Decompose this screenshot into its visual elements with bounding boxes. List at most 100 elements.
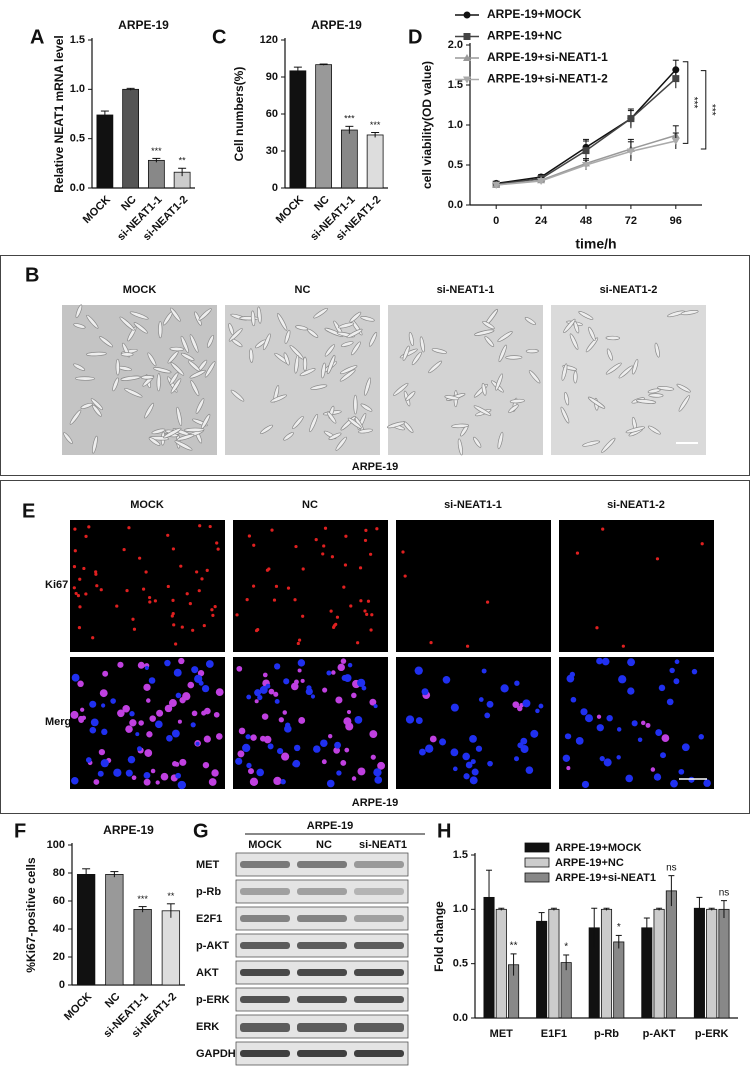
image-title: si-NEAT1-2 <box>600 284 658 296</box>
nucleus <box>166 734 173 742</box>
cell <box>198 308 212 321</box>
fluorescence-image <box>233 657 388 789</box>
y-tick-label: 30 <box>266 145 278 157</box>
nucleus <box>70 710 79 719</box>
x-tick-label: 24 <box>535 215 548 227</box>
nucleus <box>655 729 663 736</box>
cell <box>473 436 482 448</box>
ki67-dot <box>171 547 176 551</box>
cell <box>444 395 460 401</box>
cell <box>498 344 507 363</box>
nucleus <box>374 776 383 784</box>
blot-label: E2F1 <box>196 913 222 925</box>
ki67-dot <box>267 567 271 571</box>
nucleus <box>168 699 177 707</box>
cell <box>169 307 181 322</box>
bar <box>653 908 665 1019</box>
ki67-dot <box>72 564 77 569</box>
ki67-dot <box>700 542 704 546</box>
nucleus <box>669 667 675 674</box>
nucleus <box>93 779 100 785</box>
cell <box>147 352 157 367</box>
significance: * <box>564 942 568 953</box>
cell <box>347 417 362 429</box>
cell <box>481 382 487 396</box>
cell <box>680 310 699 316</box>
cell <box>228 328 243 342</box>
blot-band <box>240 1023 290 1032</box>
error-bar <box>720 900 727 919</box>
nucleus <box>101 703 106 708</box>
nucleus <box>249 777 259 786</box>
nucleus <box>177 780 187 790</box>
cell <box>528 370 541 384</box>
nucleus <box>465 761 473 769</box>
nucleus <box>246 694 252 700</box>
nucleus <box>333 747 341 754</box>
ki67-dot <box>191 628 195 632</box>
panel-letter: G <box>193 820 209 842</box>
nucleus <box>273 691 279 697</box>
nucleus <box>328 733 333 739</box>
blot-band <box>240 969 290 976</box>
significance: ** <box>167 891 175 901</box>
bar <box>96 114 114 189</box>
ki67-dot <box>375 527 379 531</box>
cell <box>497 331 513 343</box>
ki67-dot <box>286 586 291 590</box>
x-tick-label: NC <box>119 194 139 214</box>
cell <box>151 428 166 435</box>
ki67-dot <box>171 598 175 602</box>
cell <box>63 432 73 444</box>
error-bar <box>603 907 610 911</box>
cell <box>676 383 691 393</box>
nucleus <box>208 778 217 786</box>
ki67-dot <box>344 534 348 538</box>
nucleus <box>627 687 635 695</box>
cell <box>324 344 335 357</box>
ki67-dot <box>78 605 82 609</box>
y-tick-label: 90 <box>266 71 278 83</box>
nucleus <box>475 745 483 752</box>
ki67-dot <box>185 592 189 596</box>
cell <box>495 373 503 391</box>
x-axis-label: time/h <box>575 236 616 252</box>
x-tick-label: p-Rb <box>594 1028 619 1040</box>
cell <box>284 329 291 344</box>
nucleus <box>122 705 130 713</box>
nucleus <box>242 743 251 753</box>
cell <box>167 350 179 364</box>
cell <box>625 426 646 434</box>
nucleus <box>117 661 124 668</box>
cell <box>474 329 495 336</box>
nucleus <box>335 696 343 704</box>
nucleus <box>146 698 151 703</box>
cell <box>120 375 141 381</box>
marker <box>672 75 680 83</box>
bar <box>105 874 124 986</box>
ki67-dot <box>301 567 305 571</box>
nucleus <box>236 665 243 672</box>
nucleus <box>627 658 636 667</box>
cell <box>321 362 326 379</box>
cell <box>419 336 425 353</box>
nucleus <box>326 779 335 788</box>
nucleus <box>175 692 182 699</box>
bar <box>315 64 333 189</box>
nucleus <box>414 666 423 675</box>
nucleus <box>262 672 268 678</box>
cell <box>588 326 596 341</box>
ki67-dot <box>335 615 340 619</box>
nucleus <box>691 668 698 675</box>
bar <box>366 134 384 189</box>
cell <box>326 411 337 424</box>
cell <box>505 355 523 360</box>
nucleus <box>698 734 704 740</box>
nucleus <box>294 679 299 685</box>
ki67-dot <box>601 527 605 531</box>
error-bar <box>486 869 493 925</box>
ki67-dot <box>366 599 371 603</box>
blot-band <box>297 915 347 922</box>
caption: ARPE-19 <box>352 461 398 473</box>
nucleus <box>439 738 447 746</box>
